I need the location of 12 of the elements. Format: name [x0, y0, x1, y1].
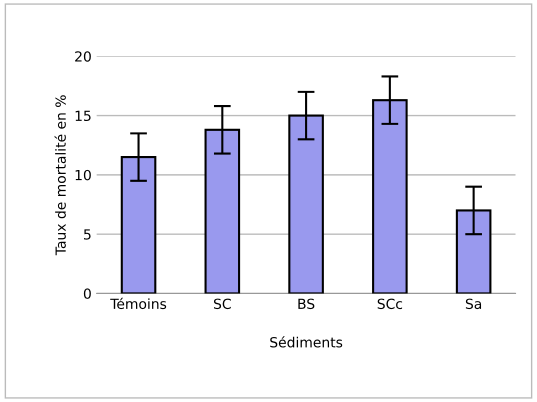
x-tick-label: SCc [378, 298, 402, 310]
x-tick-label: Sa [466, 298, 482, 310]
y-tick-label: 0 [84, 288, 91, 299]
x-tick-label: SC [214, 298, 231, 310]
y-tick-label: 5 [84, 229, 91, 240]
x-tick-label: Témoins [110, 298, 166, 310]
y-tick-label: 20 [75, 51, 91, 62]
y-tick-label: 15 [76, 110, 91, 122]
x-axis-title: Sédiments [270, 336, 342, 348]
y-tick-label: 10 [76, 170, 91, 180]
y-axis-title: Taux de mortalité en % [54, 95, 66, 256]
x-tick-label: BS [298, 298, 314, 310]
